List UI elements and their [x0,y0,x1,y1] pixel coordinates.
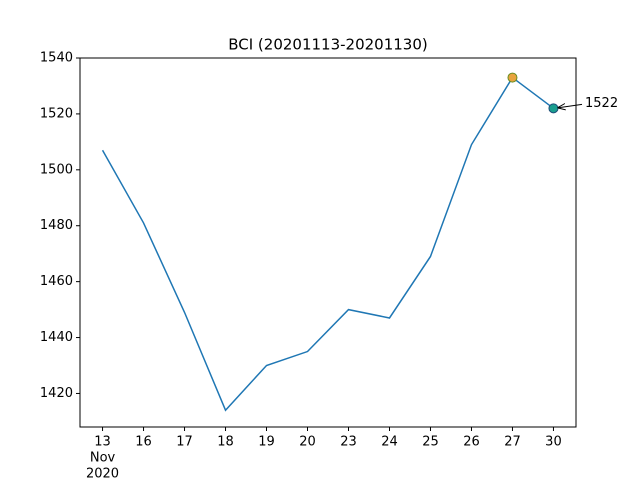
x-tick-label: 19 [258,435,275,450]
y-tick-label: 1520 [40,106,73,121]
y-tick-label: 1420 [40,386,73,401]
highlight-marker [548,103,559,114]
x-tick-label: 17 [176,435,193,450]
x-tick-label: 27 [504,435,521,450]
x-tick-label: 20 [299,435,316,450]
x-sublabel: 2020 [86,467,119,480]
annotation-arrow [557,104,583,108]
x-tick-label: 25 [422,435,439,450]
y-tick-label: 1440 [40,330,73,345]
y-tick-label: 1480 [40,218,73,233]
x-tick-label: 18 [217,435,234,450]
y-tick-label: 1540 [40,51,73,66]
line [101,76,554,412]
x-tick-label: 30 [545,435,562,450]
annotation-label: 1522 [585,96,618,111]
x-sublabel: Nov [90,451,116,466]
x-tick-label: 26 [463,435,480,450]
plot-frame [79,57,577,428]
highlight-marker [507,72,518,83]
x-tick-label: 24 [381,435,398,450]
x-tick-label: 13 [94,435,111,450]
y-tick-label: 1460 [40,274,73,289]
y-tick-label: 1500 [40,162,73,177]
x-tick-label: 23 [340,435,357,450]
chart-title: BCI (20201113-20201130) [228,36,428,54]
x-tick-label: 16 [135,435,152,450]
